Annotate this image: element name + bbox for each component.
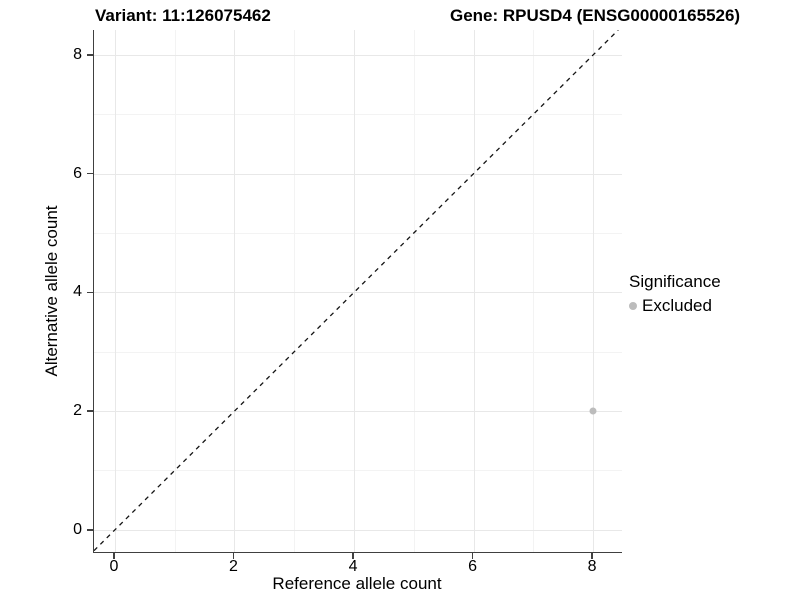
y-tick-mark — [87, 172, 93, 175]
y-tick-mark — [87, 410, 93, 412]
y-axis-title: Alternative allele count — [42, 205, 61, 377]
major-gridline-x — [473, 30, 475, 552]
major-gridline-y — [94, 54, 622, 56]
legend-title: Significance — [629, 272, 721, 291]
x-tick-mark — [113, 553, 115, 559]
minor-gridline-y — [94, 351, 622, 353]
plot-title-gene: Gene: RPUSD4 (ENSG00000165526) — [450, 6, 741, 25]
minor-gridline-y — [94, 233, 622, 235]
major-gridline-x — [234, 30, 236, 552]
major-gridline-x — [593, 30, 595, 552]
y-tick-mark — [87, 54, 93, 56]
x-tick-label: 8 — [587, 558, 597, 575]
minor-gridline-x — [533, 30, 535, 552]
minor-gridline-y — [94, 470, 622, 472]
minor-gridline-x — [294, 30, 296, 552]
x-tick-label: 6 — [468, 558, 478, 575]
x-tick-label: 0 — [109, 558, 119, 575]
y-tick-label: 4 — [73, 283, 82, 301]
plot-title-variant: Variant: 11:126075462 — [95, 6, 271, 25]
x-axis-title: Reference allele count — [272, 574, 442, 593]
plot-panel — [93, 30, 622, 553]
x-tick-label: 4 — [348, 558, 358, 575]
minor-gridline-x — [413, 30, 415, 552]
y-tick-label: 6 — [73, 164, 82, 182]
legend-item-excluded: Excluded — [629, 296, 721, 316]
major-gridline-x — [114, 30, 116, 552]
major-gridline-y — [94, 173, 622, 175]
major-gridline-y — [94, 292, 622, 294]
minor-gridline-x — [174, 30, 176, 552]
diagonal-reference-line — [94, 30, 619, 552]
major-gridline-y — [94, 529, 622, 531]
y-tick-mark — [87, 291, 93, 294]
legend: Significance Excluded — [629, 272, 721, 316]
y-tick-label: 0 — [73, 520, 82, 538]
major-gridline-y — [94, 411, 622, 413]
x-tick-label: 2 — [229, 558, 238, 575]
y-tick-label: 2 — [73, 402, 82, 420]
x-tick-mark — [591, 553, 593, 559]
x-tick-mark — [471, 553, 474, 559]
legend-item-label: Excluded — [642, 296, 712, 315]
data-point — [589, 407, 597, 415]
major-gridline-x — [354, 30, 356, 552]
x-tick-mark — [232, 553, 235, 559]
y-tick-label: 8 — [73, 45, 82, 63]
legend-point-icon — [629, 302, 637, 310]
x-tick-mark — [352, 553, 354, 559]
y-tick-mark — [87, 529, 93, 531]
minor-gridline-y — [94, 114, 622, 116]
